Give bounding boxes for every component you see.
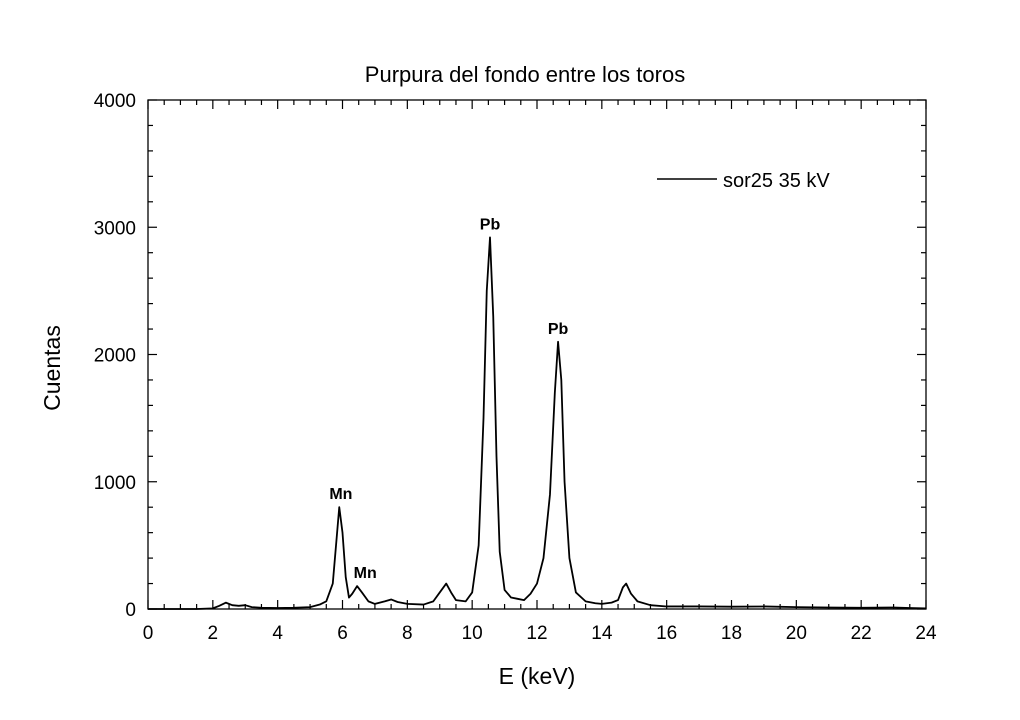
x-tick-label: 8	[402, 623, 413, 644]
legend-label-sor25: sor25 35 kV	[723, 170, 830, 192]
x-tick-label: 22	[851, 623, 872, 644]
peak-annotations: Mn Mn Pb Pb	[329, 216, 568, 582]
series-layer	[148, 236, 927, 610]
plot-frame	[147, 99, 927, 610]
y-tick-label: 3000	[94, 218, 136, 239]
y-axis-label: Cuentas	[39, 325, 65, 411]
x-axis-label: E (keV)	[499, 663, 576, 689]
series-line-0	[148, 236, 927, 610]
x-tick-label: 10	[462, 623, 483, 644]
legend: sor25 35 kV	[657, 170, 830, 192]
y-tick-label: 2000	[94, 346, 136, 367]
x-tick-label: 12	[526, 623, 547, 644]
x-tick-label: 24	[915, 623, 937, 644]
x-tick-label: 4	[272, 623, 283, 644]
x-tick-label: 6	[337, 623, 348, 644]
y-tick-label: 0	[125, 600, 136, 621]
peak-label-mn: Mn	[354, 565, 377, 582]
x-tick-label: 16	[656, 623, 677, 644]
y-tick-label: 1000	[94, 473, 136, 494]
peak-label-pb: Pb	[480, 216, 501, 233]
x-tick-label: 18	[721, 623, 742, 644]
peak-label-mn: Mn	[329, 486, 352, 503]
x-tick-label: 0	[143, 623, 154, 644]
chart-title: Purpura del fondo entre los toros	[365, 62, 685, 87]
y-tick-label: 4000	[94, 91, 136, 112]
x-tick-label: 20	[786, 623, 807, 644]
x-tick-label: 2	[208, 623, 219, 644]
x-tick-label: 14	[591, 623, 613, 644]
peak-label-pb: Pb	[548, 321, 569, 338]
